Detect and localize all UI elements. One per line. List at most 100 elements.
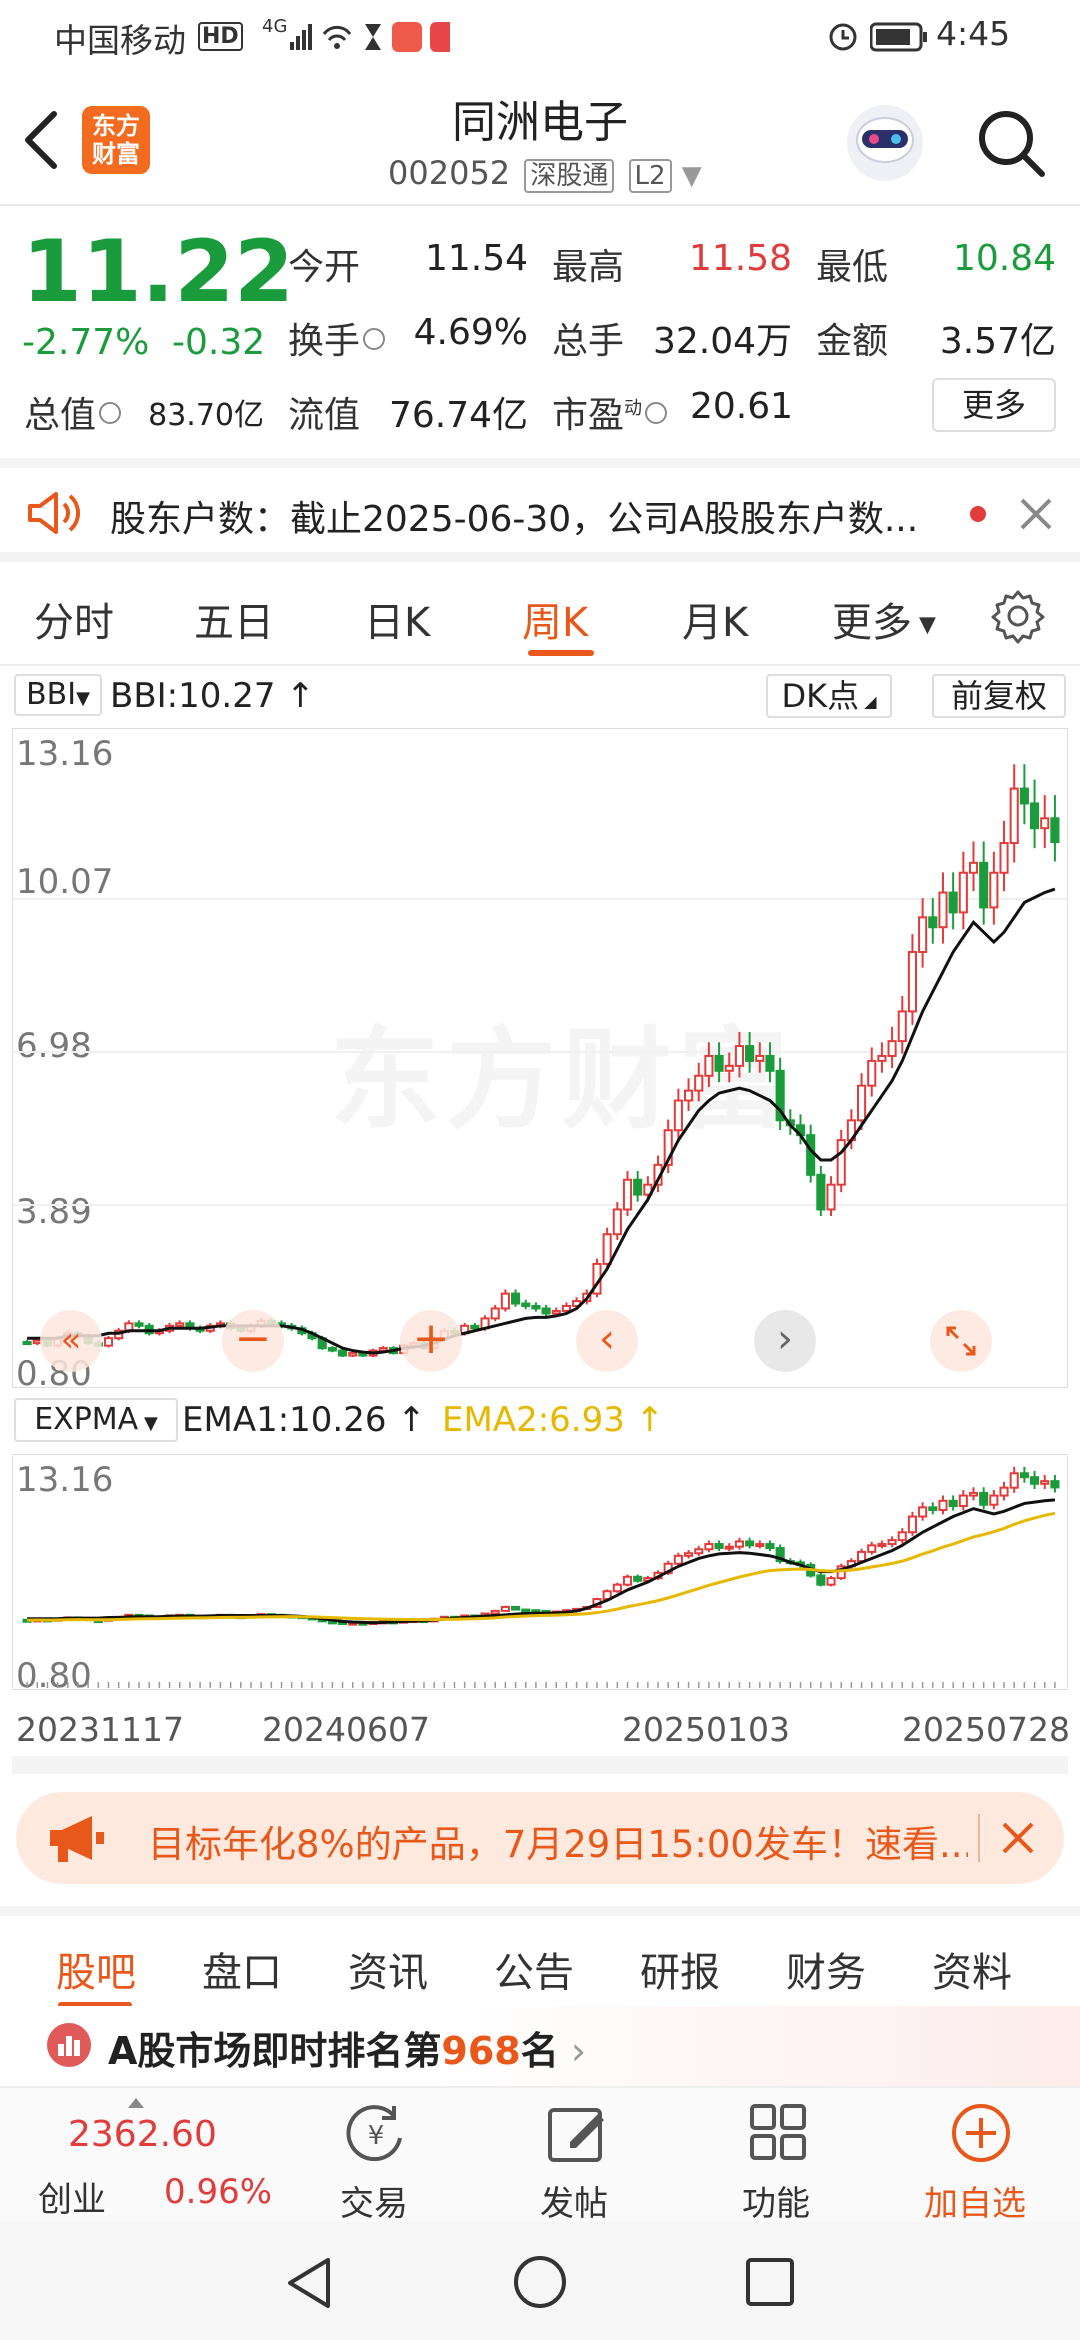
back-nav-icon[interactable]	[284, 2256, 334, 2310]
promo-banner[interactable]: 目标年化8%的产品，7月29日15:00发车！速看...	[16, 1792, 1064, 1884]
info-icon[interactable]	[99, 402, 122, 424]
tab-news[interactable]: 资讯	[348, 1950, 428, 1996]
tab-finance[interactable]: 财务	[786, 1950, 866, 1996]
notice-bar[interactable]: 股东户数：截止2025-06-30，公司A股股东户数...	[0, 458, 1080, 562]
candle	[490, 1609, 500, 1615]
more-quote-button[interactable]: 更多	[932, 378, 1056, 432]
add-watchlist-label[interactable]: 加自选	[924, 2184, 1026, 2224]
edit-icon[interactable]	[546, 2102, 608, 2164]
tab-five-day[interactable]: 五日	[194, 600, 274, 646]
rank-row[interactable]: A股市场即时排名第968名 ›	[0, 2006, 1080, 2086]
candle	[877, 1540, 887, 1549]
turnover-label: 换手	[288, 312, 386, 364]
fullscreen-icon[interactable]	[930, 1310, 992, 1372]
divider	[978, 1814, 980, 1862]
adjust-button[interactable]: 前复权	[932, 674, 1066, 718]
kline-plot	[12, 764, 1068, 1357]
promo-text: 目标年化8%的产品，7月29日15:00发车！速看...	[148, 1823, 968, 1866]
tab-orderbook[interactable]: 盘口	[202, 1950, 282, 1996]
close-icon[interactable]	[998, 1818, 1038, 1858]
turnover-value: 4.69%	[413, 312, 528, 353]
trade-icon[interactable]: ¥	[344, 2102, 408, 2166]
tab-profile[interactable]: 资料	[932, 1950, 1012, 1996]
rewind-button[interactable]: «	[40, 1310, 102, 1372]
last-price: 11.22	[22, 222, 295, 322]
main-indicator-select[interactable]: BBI▼	[14, 674, 102, 716]
candle	[918, 1502, 928, 1521]
active-tab-underline	[58, 2002, 132, 2008]
expma-chart[interactable]	[12, 1454, 1068, 1690]
prev-button[interactable]: ‹	[576, 1310, 638, 1372]
candle	[612, 1201, 622, 1240]
candle	[979, 1487, 989, 1510]
candle	[521, 1608, 531, 1613]
active-tab-underline	[528, 650, 594, 656]
high-label: 最高	[552, 247, 625, 288]
tab-monthly-k[interactable]: 月K	[682, 600, 749, 646]
sub-indicator-select[interactable]: EXPMA ▼	[14, 1398, 178, 1442]
next-button[interactable]: ›	[754, 1310, 816, 1372]
recents-nav-icon[interactable]	[744, 2256, 796, 2308]
index-value[interactable]: 2362.60	[68, 2114, 217, 2155]
ema1-label: EMA1:10.26 ↑	[182, 1400, 426, 1440]
bottom-action-bar: 2362.60 创业 0.96% ¥ 交易 发帖 功能 加自选	[0, 2086, 1080, 2224]
candle	[1019, 764, 1029, 825]
bbi-line	[27, 887, 1056, 1355]
info-icon[interactable]	[363, 328, 386, 350]
zoom-out-button[interactable]: −	[222, 1310, 284, 1372]
candle	[337, 1348, 348, 1357]
index-name[interactable]: 创业	[38, 2180, 106, 2220]
candle	[755, 1042, 765, 1073]
ema2-label: EMA2:6.93 ↑	[442, 1400, 665, 1440]
add-circle-icon[interactable]	[950, 2102, 1012, 2164]
content-tabs: 股吧 盘口 资讯 公告 研报 财务 资料	[0, 1906, 1080, 2008]
tab-research[interactable]: 研报	[640, 1950, 720, 1996]
carrier-label: 中国移动	[54, 21, 186, 60]
candle	[968, 1487, 979, 1501]
candle	[979, 841, 989, 925]
home-nav-icon[interactable]	[512, 2254, 568, 2310]
robot-assistant-icon[interactable]	[842, 100, 928, 186]
candle	[1019, 1466, 1029, 1483]
candle	[22, 1339, 32, 1346]
candle	[500, 1605, 510, 1612]
stock-code: 002052	[388, 154, 511, 192]
back-arrow-icon[interactable]	[22, 110, 62, 170]
stock-name: 同洲电子	[452, 97, 628, 148]
dk-point-button[interactable]: DK点 ◢	[766, 674, 892, 718]
tab-announcements[interactable]: 公告	[494, 1950, 574, 1996]
zoom-in-button[interactable]: +	[400, 1310, 462, 1372]
expand-icon[interactable]	[128, 2098, 144, 2108]
close-icon[interactable]	[1018, 496, 1054, 532]
rank-text: A股市场即时排名第968名 ›	[108, 2029, 587, 2073]
tab-weekly-k[interactable]: 周K	[522, 600, 589, 646]
trade-label[interactable]: 交易	[340, 2184, 408, 2224]
candle	[999, 1481, 1009, 1501]
candle	[826, 1176, 836, 1217]
search-icon[interactable]	[976, 108, 1048, 180]
candle	[765, 1540, 775, 1552]
candle	[867, 1541, 877, 1555]
candle	[531, 1302, 541, 1312]
tab-forum[interactable]: 股吧	[56, 1950, 136, 1996]
tab-intraday[interactable]: 分时	[34, 600, 114, 646]
candle	[887, 1536, 897, 1548]
post-label[interactable]: 发帖	[540, 2184, 608, 2224]
tab-more[interactable]: 更多 ▼	[832, 600, 936, 646]
open-label: 今开	[288, 247, 361, 288]
info-icon[interactable]	[645, 402, 668, 424]
stock-code-row[interactable]: 002052 深股通 L2 ▼	[388, 154, 702, 193]
y-tick-top: 13.16	[16, 734, 114, 774]
expma-plot	[22, 1466, 1060, 1688]
app-logo[interactable]: 东方财富	[82, 106, 150, 174]
tab-daily-k[interactable]: 日K	[364, 600, 431, 646]
candle	[683, 1078, 694, 1111]
candle	[877, 1042, 887, 1073]
index-change[interactable]: 0.96%	[164, 2172, 273, 2212]
gear-icon[interactable]	[990, 588, 1046, 644]
candle	[887, 1026, 897, 1068]
candle	[734, 1031, 745, 1078]
grid-icon[interactable]	[748, 2102, 808, 2162]
function-label[interactable]: 功能	[742, 2184, 810, 2224]
candle	[348, 1351, 358, 1357]
